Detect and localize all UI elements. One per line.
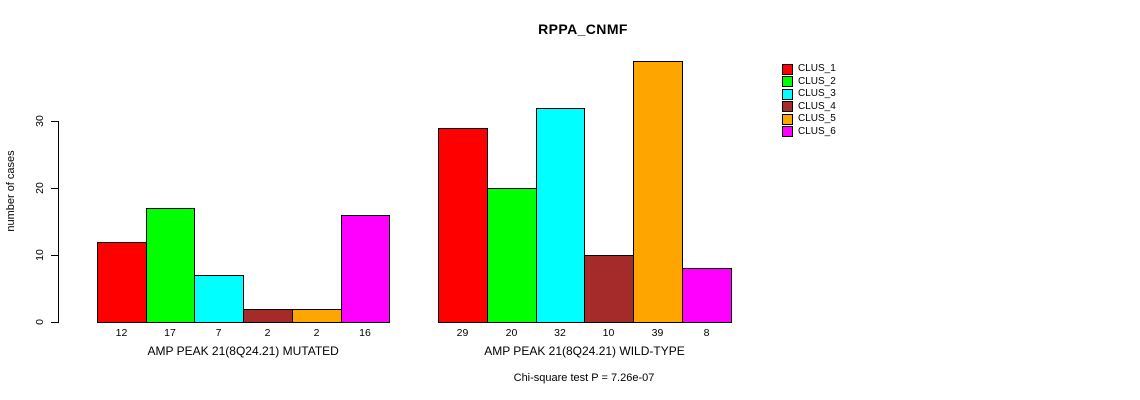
bar bbox=[682, 268, 732, 323]
y-tick bbox=[51, 188, 58, 189]
legend-item: CLUS_4 bbox=[782, 101, 836, 114]
y-tick-label: 0 bbox=[34, 319, 46, 325]
bar-value-label: 29 bbox=[456, 327, 469, 339]
legend-label: CLUS_2 bbox=[798, 75, 836, 87]
bar-value-label: 8 bbox=[703, 327, 710, 339]
bar-value-label: 10 bbox=[602, 327, 615, 339]
bar-value-label: 32 bbox=[554, 327, 566, 339]
legend-label: CLUS_4 bbox=[798, 100, 836, 112]
bar bbox=[243, 309, 293, 323]
group-label: AMP PEAK 21(8Q24.21) MUTATED bbox=[147, 344, 339, 358]
bar-value-label: 17 bbox=[164, 327, 176, 339]
legend-label: CLUS_5 bbox=[798, 113, 836, 125]
legend-swatch bbox=[782, 126, 793, 138]
y-tick-label: 20 bbox=[34, 182, 46, 194]
bar-value-label: 2 bbox=[313, 327, 320, 339]
bar bbox=[438, 128, 488, 323]
bar bbox=[487, 188, 537, 323]
legend-label: CLUS_1 bbox=[798, 63, 836, 75]
y-tick bbox=[51, 121, 58, 122]
legend-item: CLUS_1 bbox=[782, 63, 836, 76]
bar bbox=[584, 255, 634, 323]
bar bbox=[146, 208, 195, 323]
bar-value-label: 39 bbox=[651, 327, 664, 339]
y-axis-line bbox=[58, 121, 59, 323]
legend-swatch bbox=[782, 113, 793, 125]
y-tick bbox=[51, 322, 58, 323]
legend-item: CLUS_3 bbox=[782, 88, 836, 101]
bar-value-label: 12 bbox=[115, 327, 128, 339]
bar bbox=[536, 108, 585, 323]
legend-swatch bbox=[782, 63, 793, 75]
bar bbox=[292, 309, 342, 323]
bar bbox=[341, 215, 390, 323]
legend-swatch bbox=[782, 76, 793, 88]
bar bbox=[633, 61, 683, 323]
y-axis-label: number of cases bbox=[5, 150, 17, 232]
bar-value-label: 20 bbox=[505, 327, 518, 339]
group-label: AMP PEAK 21(8Q24.21) WILD-TYPE bbox=[484, 344, 685, 358]
chi-square-note: Chi-square test P = 7.26e-07 bbox=[513, 372, 655, 384]
legend-label: CLUS_6 bbox=[798, 125, 836, 137]
legend-item: CLUS_5 bbox=[782, 113, 836, 126]
bar-value-label: 7 bbox=[215, 327, 222, 339]
y-tick bbox=[51, 255, 58, 256]
y-tick-label: 30 bbox=[34, 115, 46, 127]
legend-item: CLUS_2 bbox=[782, 76, 836, 89]
legend-swatch bbox=[782, 88, 793, 100]
chart-title: RPPA_CNMF bbox=[538, 21, 628, 37]
y-tick-label: 10 bbox=[34, 249, 46, 261]
legend-swatch bbox=[782, 101, 793, 113]
legend-item: CLUS_6 bbox=[782, 126, 836, 139]
legend: CLUS_1 CLUS_2 CLUS_3 CLUS_4 CLUS_5 CLUS_6 bbox=[782, 63, 836, 138]
bar bbox=[97, 242, 147, 323]
bar bbox=[194, 275, 244, 323]
bar-value-label: 16 bbox=[359, 327, 371, 339]
legend-label: CLUS_3 bbox=[798, 88, 836, 100]
bar-value-label: 2 bbox=[264, 327, 271, 339]
